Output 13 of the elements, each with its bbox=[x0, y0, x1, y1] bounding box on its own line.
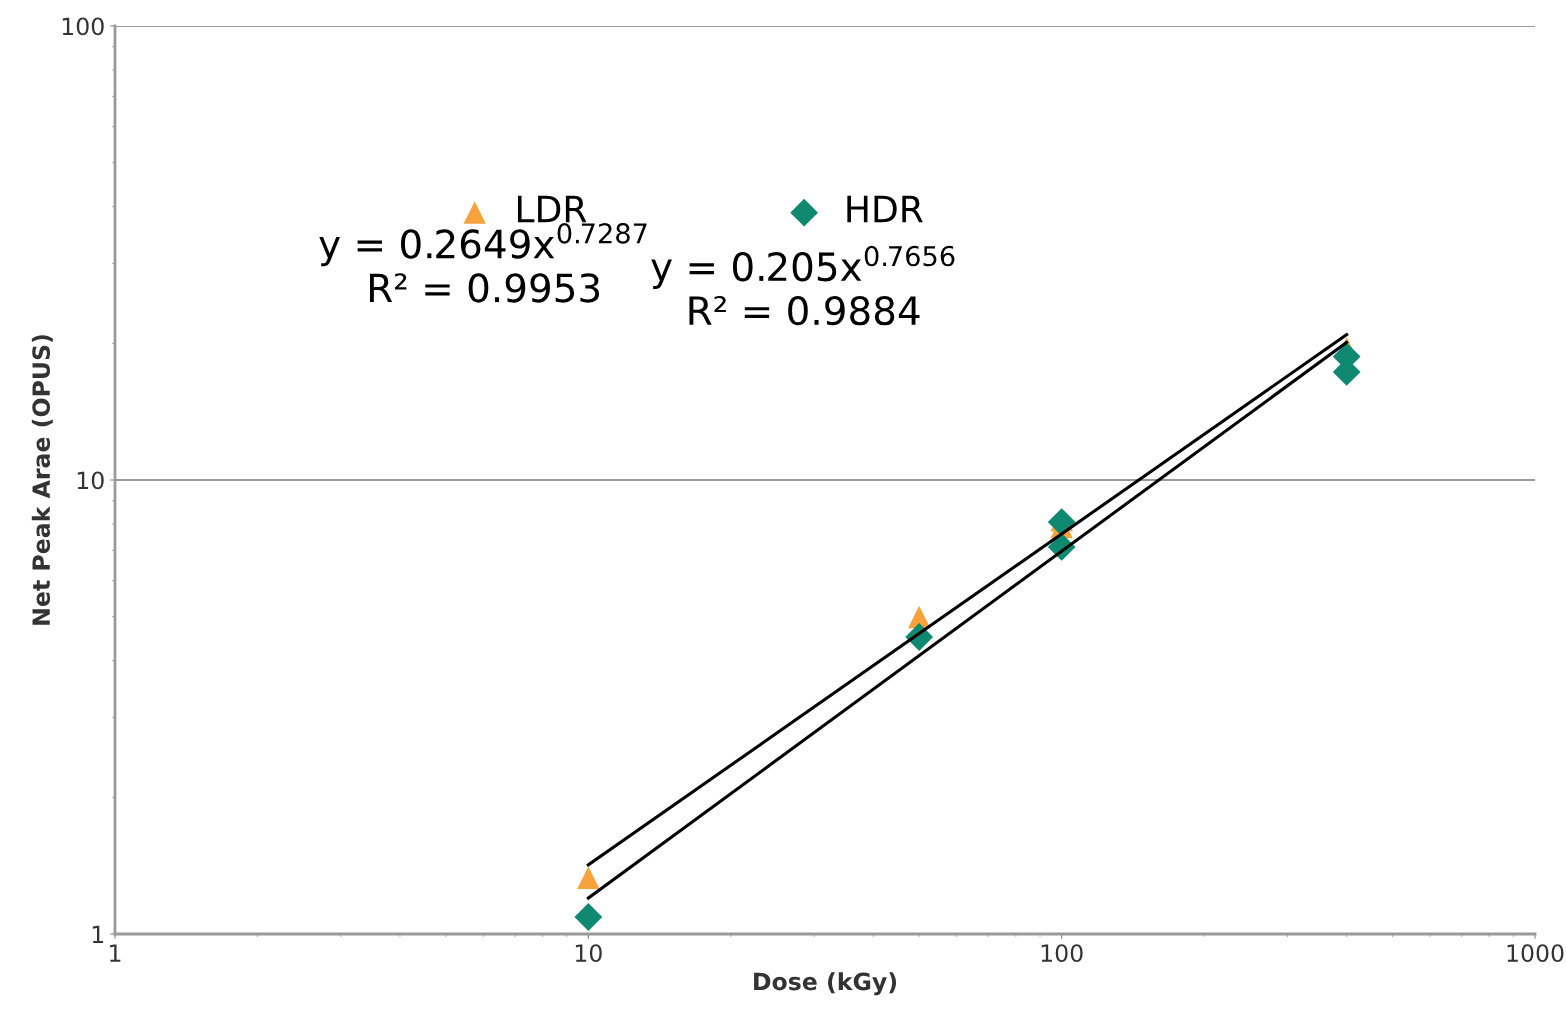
x-tick-label: 1000 bbox=[1507, 944, 1564, 962]
y-tick-label: 10 bbox=[77, 471, 104, 490]
annotation: y = 0.205x$^{0.7656}$ R² = 0.9884 bbox=[651, 245, 955, 326]
y-tick-label: 1 bbox=[92, 925, 104, 943]
x-tick-label: 100 bbox=[1041, 944, 1083, 962]
legend-label: HDR bbox=[847, 195, 923, 223]
x-axis-title: Dose (kGy) bbox=[754, 972, 897, 996]
annotation: y = 0.2649x$^{0.7287}$ R² = 0.9953 bbox=[319, 223, 647, 303]
legend-label: LDR bbox=[517, 195, 587, 223]
y-axis-title: Net Peak Arae (OPUS) bbox=[31, 335, 53, 625]
y-tick-label: 100 bbox=[62, 17, 104, 36]
x-tick-label: 1 bbox=[110, 944, 121, 962]
x-tick-label: 10 bbox=[575, 944, 602, 962]
